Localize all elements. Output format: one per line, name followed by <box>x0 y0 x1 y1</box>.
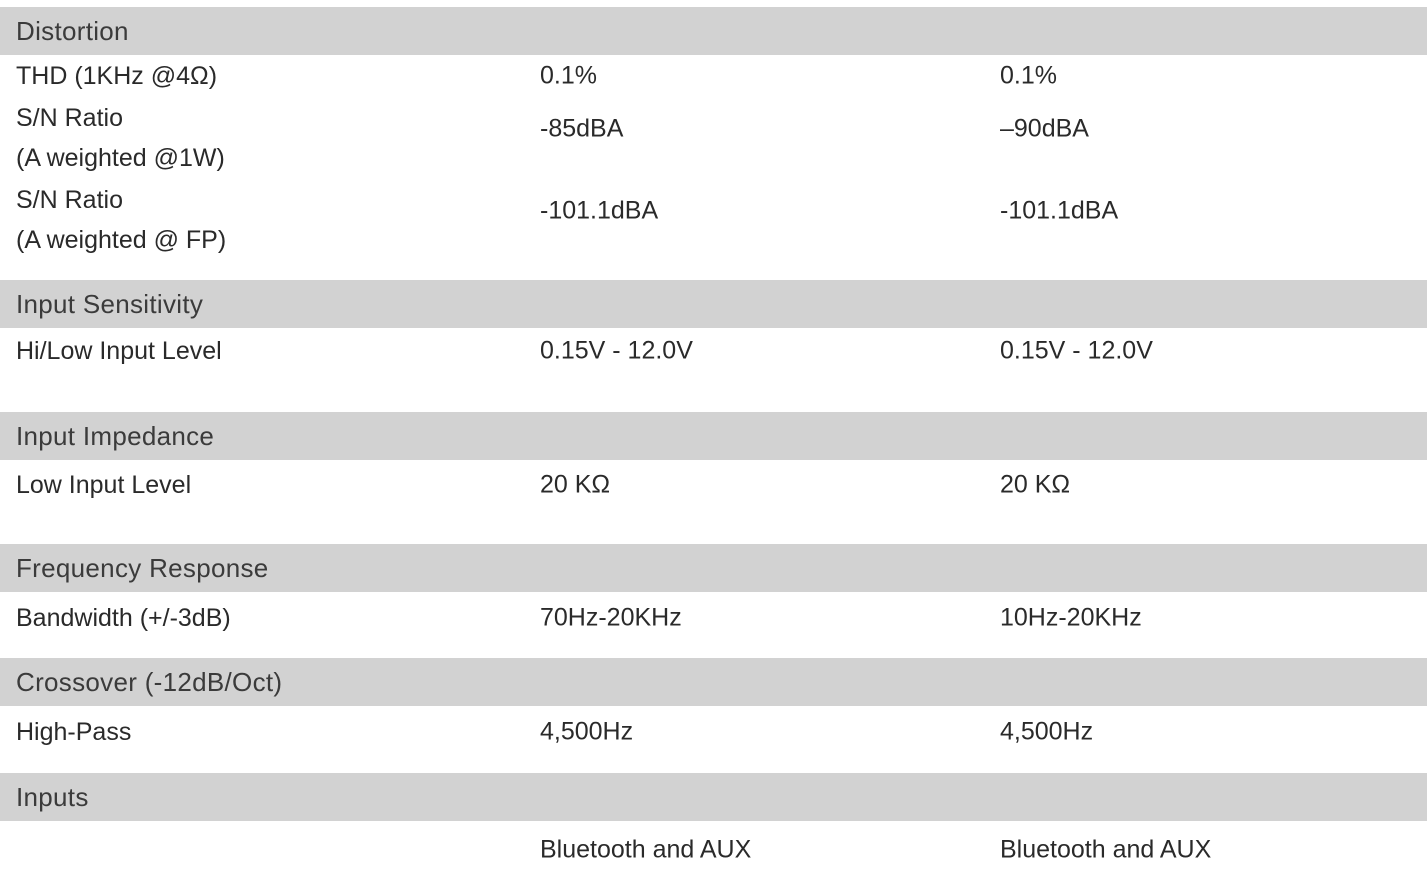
section-header-input-impedance: Input Impedance <box>0 412 1427 460</box>
spec-row-high-pass: High-Pass 4,500Hz 4,500Hz <box>0 706 1427 758</box>
spec-label: High-Pass <box>16 712 131 752</box>
section-title: Input Sensitivity <box>16 288 204 319</box>
spec-row-inputs: Bluetooth and AUX Bluetooth and AUX <box>0 821 1427 879</box>
spec-row-hilow-input-level: Hi/Low Input Level 0.15V - 12.0V 0.15V -… <box>0 328 1427 374</box>
spec-value-col3: 0.15V - 12.0V <box>1000 336 1153 365</box>
spec-row-low-input-level: Low Input Level 20 KΩ 20 KΩ <box>0 460 1427 510</box>
section-header-crossover: Crossover (-12dB/Oct) <box>0 658 1427 706</box>
spec-value-col2: 0.1% <box>540 61 597 90</box>
section-header-frequency-response: Frequency Response <box>0 544 1427 592</box>
spec-row-bandwidth: Bandwidth (+/-3dB) 70Hz-20KHz 10Hz-20KHz <box>0 592 1427 644</box>
section-title: Inputs <box>16 781 89 812</box>
spec-value-col3: –90dBA <box>1000 114 1089 143</box>
section-title: Crossover (-12dB/Oct) <box>16 666 283 697</box>
spec-value-col3: 20 KΩ <box>1000 470 1071 499</box>
spec-value-col3: 4,500Hz <box>1000 717 1094 746</box>
spec-value-col3: 0.1% <box>1000 61 1057 90</box>
spec-label: S/N Ratio (A weighted @1W) <box>16 98 225 178</box>
spec-value-col2: -101.1dBA <box>540 196 659 225</box>
spec-label-line: S/N Ratio <box>16 104 123 132</box>
spec-label-line: (A weighted @1W) <box>16 144 225 172</box>
spec-value-col2: 4,500Hz <box>540 717 634 746</box>
spec-row-sn-ratio-1w: S/N Ratio (A weighted @1W) -85dBA –90dBA <box>0 97 1427 179</box>
section-title: Distortion <box>16 15 129 46</box>
spec-row-thd: THD (1KHz @4Ω) 0.1% 0.1% <box>0 55 1427 97</box>
spec-label: THD (1KHz @4Ω) <box>16 56 217 96</box>
spec-value-col3: Bluetooth and AUX <box>1000 835 1212 864</box>
section-title: Frequency Response <box>16 552 269 583</box>
spec-value-col3: -101.1dBA <box>1000 196 1119 225</box>
spec-value-col2: 20 KΩ <box>540 470 611 499</box>
spec-label-line: Low Input Level <box>16 471 192 499</box>
spec-label: Low Input Level <box>16 465 191 505</box>
spec-label-line: Hi/Low Input Level <box>16 337 222 365</box>
spec-value-col3: 10Hz-20KHz <box>1000 603 1142 632</box>
spec-label-line: High-Pass <box>16 718 132 746</box>
spec-label-line: S/N Ratio <box>16 186 123 214</box>
spec-label: Hi/Low Input Level <box>16 331 222 371</box>
section-header-inputs: Inputs <box>0 773 1427 821</box>
section-header-input-sensitivity: Input Sensitivity <box>0 280 1427 328</box>
spec-label-line: THD (1KHz @4Ω) <box>16 62 218 90</box>
spec-value-col2: 0.15V - 12.0V <box>540 336 693 365</box>
spec-label: S/N Ratio (A weighted @ FP) <box>16 180 226 260</box>
spec-value-col2: 70Hz-20KHz <box>540 603 682 632</box>
section-title: Input Impedance <box>16 420 215 451</box>
spec-label-line: (A weighted @ FP) <box>16 226 227 254</box>
spec-label: Bandwidth (+/-3dB) <box>16 598 231 638</box>
section-header-distortion: Distortion <box>0 7 1427 55</box>
spec-label-line: Bandwidth (+/-3dB) <box>16 604 231 632</box>
spec-row-sn-ratio-fp: S/N Ratio (A weighted @ FP) -101.1dBA -1… <box>0 179 1427 261</box>
spec-value-col2: Bluetooth and AUX <box>540 835 752 864</box>
spec-value-col2: -85dBA <box>540 114 624 143</box>
